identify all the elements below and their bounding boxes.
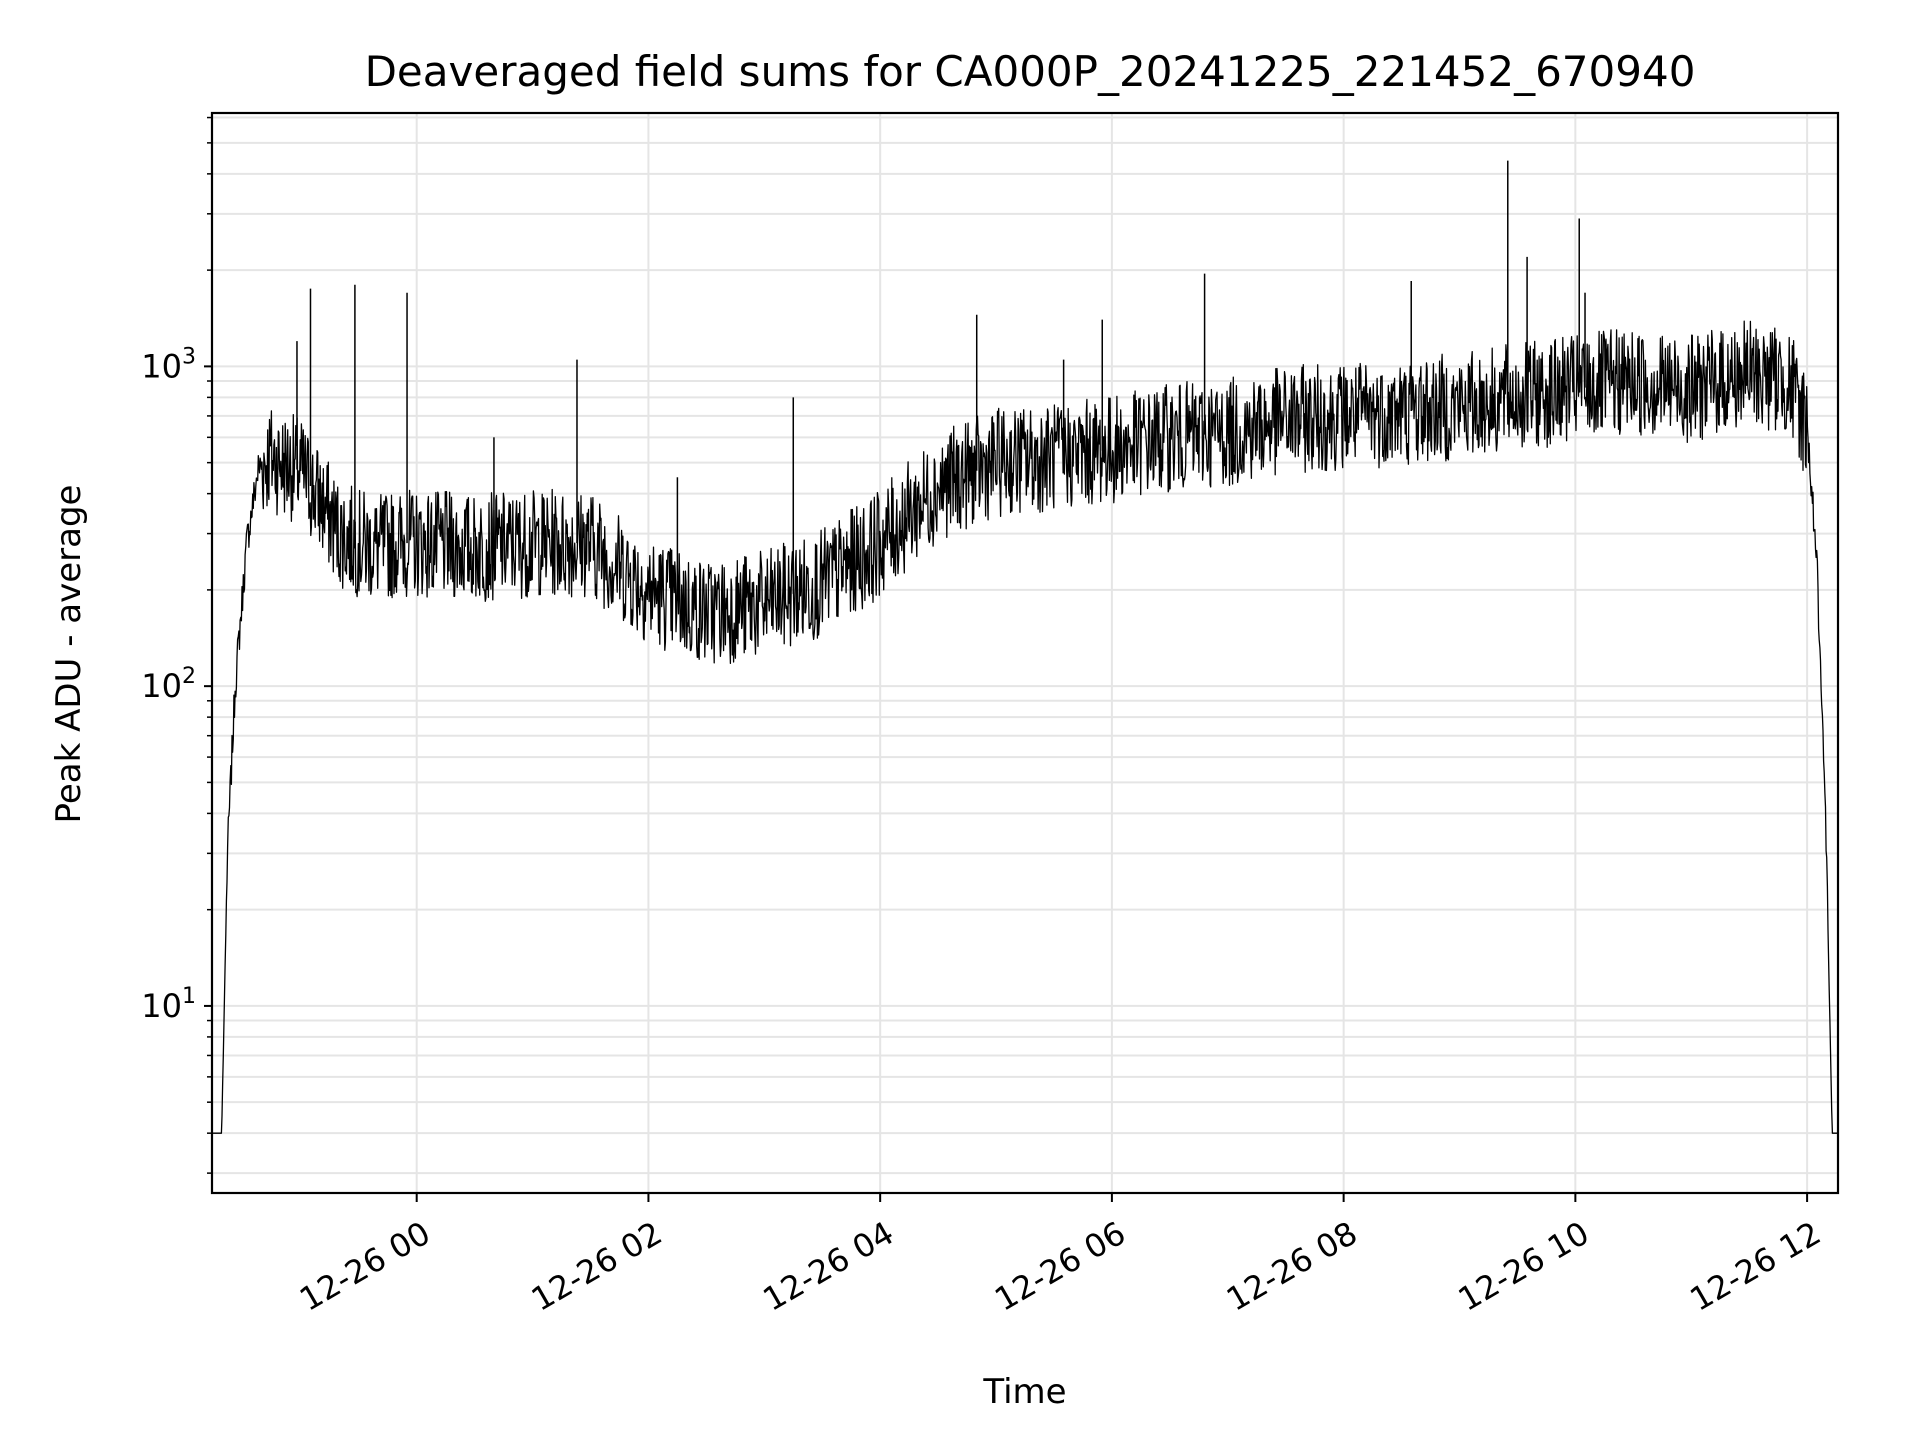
plot-frame: [210, 111, 1840, 1195]
series-line: [211, 320, 1839, 1134]
y-tick-exponent: 1: [182, 984, 196, 1009]
y-tick-base: 10: [141, 347, 182, 385]
y-tick-label: 101: [141, 984, 196, 1025]
data-layer: [211, 160, 1839, 1134]
y-tick-exponent: 3: [182, 344, 196, 369]
x-axis-title: Time: [982, 1372, 1066, 1412]
y-tick-label: 103: [141, 344, 196, 385]
chart-title: Deaveraged field sums for CA000P_2024122…: [365, 47, 1696, 96]
y-tick-base: 10: [141, 667, 182, 705]
y-tick-base: 10: [141, 987, 182, 1025]
y-tick-exponent: 2: [182, 664, 196, 689]
y-axis-title: Peak ADU - average: [49, 485, 89, 824]
y-tick-label: 102: [141, 664, 196, 705]
